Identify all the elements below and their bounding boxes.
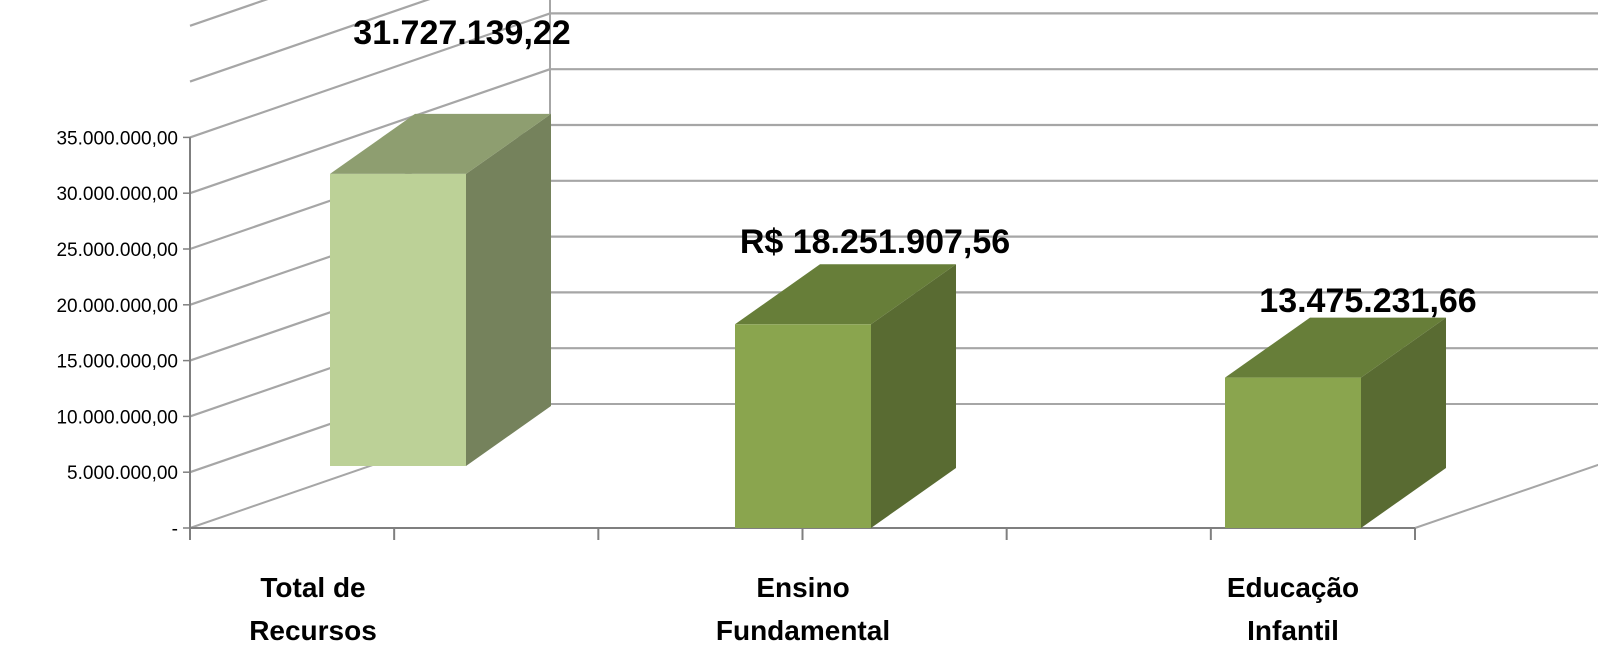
category-label: Total de Recursos xyxy=(249,572,377,646)
y-tick-label: 5.000.000,00 xyxy=(67,463,178,484)
floor-right-edge xyxy=(1414,463,1598,529)
category-label: Educação Infantil xyxy=(1227,572,1359,646)
y-tick-label: 10.000.000,00 xyxy=(56,407,178,428)
bars xyxy=(330,113,1446,528)
y-tick-label: 30.000.000,00 xyxy=(56,184,178,205)
left-wall-gridline xyxy=(189,12,551,139)
bar xyxy=(735,264,956,528)
category-label-line: Recursos xyxy=(249,615,377,646)
left-wall-gridline xyxy=(189,0,269,27)
y-tick-label: 25.000.000,00 xyxy=(56,240,178,261)
gridlines xyxy=(189,0,1598,474)
bar xyxy=(330,113,551,467)
bar-top-face xyxy=(735,264,956,325)
left-wall-gridline xyxy=(189,0,431,83)
y-tick-label: 15.000.000,00 xyxy=(56,352,178,373)
y-axis-ticks: - 5.000.000,00 10.000.000,00 15.000.000,00 2… xyxy=(56,128,190,540)
data-label: 13.475.231,66 xyxy=(1259,282,1476,320)
bar-side-face xyxy=(1361,317,1446,528)
category-label-line: Infantil xyxy=(1247,615,1339,646)
bar xyxy=(1225,317,1446,528)
bar-front-face xyxy=(330,173,466,467)
data-labels: 31.727.139,22 R$ 18.251.907,56 13.475.231,… xyxy=(353,14,1476,320)
category-label-line: Ensino xyxy=(756,572,849,603)
bar-side-face xyxy=(466,113,551,467)
bar-top-face xyxy=(1225,317,1446,378)
y-tick-label: 20.000.000,00 xyxy=(56,296,178,317)
category-label-line: Educação xyxy=(1227,572,1359,603)
data-label: 31.727.139,22 xyxy=(353,14,570,52)
bar-front-face xyxy=(1225,377,1361,528)
data-label: R$ 18.251.907,56 xyxy=(740,223,1010,261)
bar-side-face xyxy=(871,264,956,528)
bar-top-face xyxy=(330,113,551,174)
category-label: Ensino Fundamental xyxy=(716,572,890,646)
bar-front-face xyxy=(735,324,871,528)
category-label-line: Fundamental xyxy=(716,615,890,646)
left-wall-gridline xyxy=(189,68,551,195)
category-label-line: Total de xyxy=(260,572,365,603)
y-tick-label: 35.000.000,00 xyxy=(56,128,178,149)
y-tick-label: - xyxy=(172,519,178,540)
category-labels: Total de Recursos Ensino Fundamental Educaçã… xyxy=(249,572,1359,646)
